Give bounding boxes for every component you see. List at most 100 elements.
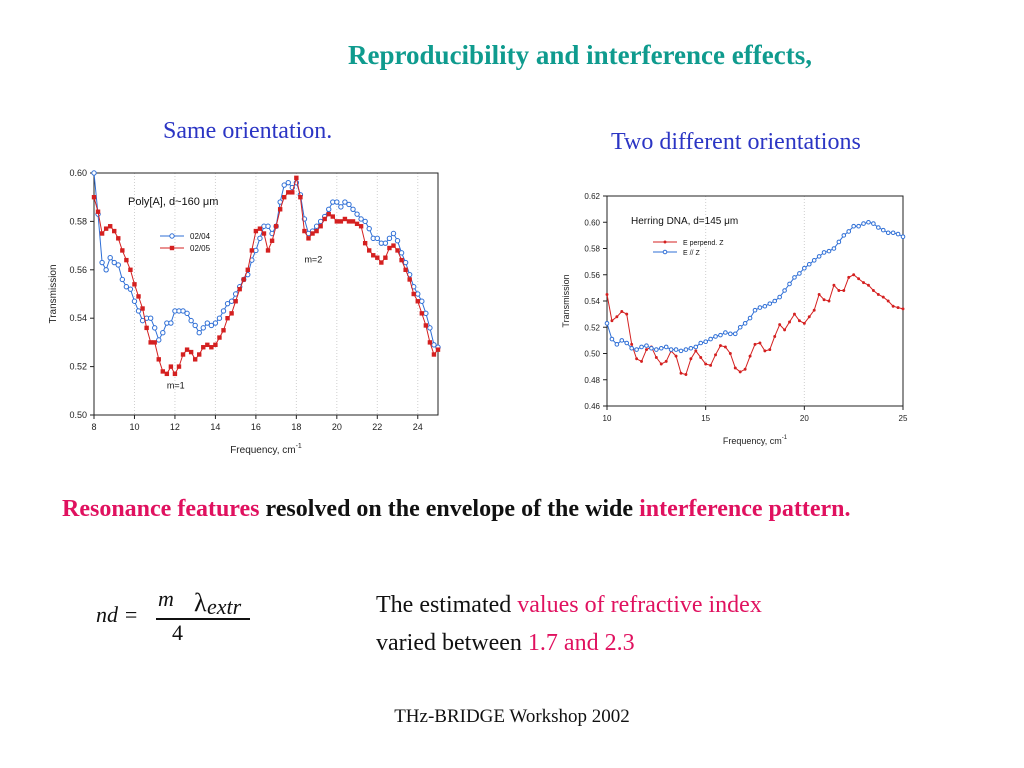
y-tick-label: 0.48	[584, 376, 600, 385]
data-point	[733, 366, 737, 370]
note-line1-text: The estimated	[376, 592, 518, 618]
data-point	[131, 298, 138, 304]
data-point	[419, 311, 425, 316]
data-point	[95, 209, 101, 214]
x-tick-label: 25	[899, 414, 908, 423]
data-point	[282, 195, 287, 200]
data-point	[253, 228, 259, 234]
data-point	[112, 228, 117, 234]
data-point	[326, 206, 332, 212]
y-tick-label: 0.62	[584, 192, 600, 201]
data-point	[673, 347, 679, 352]
y-tick-label: 0.54	[69, 313, 87, 323]
data-point	[358, 224, 364, 229]
data-point	[338, 204, 344, 210]
y-tick-label: 0.52	[69, 362, 87, 372]
data-point	[663, 344, 669, 350]
data-point	[204, 320, 211, 326]
data-point	[768, 348, 772, 352]
data-point	[192, 357, 198, 362]
data-point	[160, 330, 166, 336]
x-tick-label: 18	[291, 422, 301, 432]
data-point	[286, 190, 291, 195]
data-point	[783, 328, 787, 332]
note-line2-text: varied between	[376, 630, 528, 656]
legend-marker	[662, 249, 668, 255]
data-point	[694, 349, 698, 353]
data-point	[752, 307, 758, 313]
annotation-label: m=1	[167, 380, 185, 390]
data-point	[427, 340, 433, 345]
data-point	[386, 235, 393, 242]
data-point	[704, 362, 708, 366]
data-point	[891, 304, 895, 308]
data-point	[649, 345, 654, 351]
data-point	[217, 335, 222, 340]
data-point	[635, 357, 639, 361]
data-point	[334, 219, 340, 224]
data-point	[811, 258, 817, 263]
data-point	[346, 201, 352, 208]
legend-label: 02/05	[190, 244, 211, 253]
data-point	[604, 321, 610, 326]
chart-title: Herring DNA, d=145 μm	[631, 216, 738, 227]
data-point	[688, 345, 694, 351]
data-point	[753, 342, 757, 346]
data-point	[708, 336, 713, 342]
data-point	[342, 216, 348, 222]
data-point	[787, 281, 792, 287]
data-point	[880, 227, 886, 233]
legend-marker	[169, 233, 175, 239]
formula-numerator-m: m	[158, 586, 174, 611]
data-point	[342, 199, 348, 205]
data-point	[856, 223, 861, 229]
data-point	[709, 363, 713, 367]
data-point	[718, 332, 723, 338]
note-line2-highlight: 1.7 and 2.3	[527, 630, 635, 656]
data-point	[827, 299, 831, 303]
data-point	[294, 175, 299, 181]
data-point	[777, 294, 782, 300]
data-point	[168, 364, 174, 369]
data-point	[147, 315, 154, 321]
data-point	[358, 216, 364, 222]
note-line-2: varied between 1.7 and 2.3	[376, 624, 762, 662]
data-point	[99, 259, 105, 266]
data-point	[318, 224, 323, 229]
data-point	[435, 347, 441, 352]
y-axis-label: Transmission	[48, 264, 59, 323]
data-point	[851, 223, 856, 229]
data-point	[900, 234, 906, 239]
formula-lambda: λ	[194, 588, 207, 617]
data-point	[737, 324, 743, 330]
legend-label: E perpend. Z	[683, 240, 724, 247]
data-point	[216, 315, 223, 321]
data-point	[881, 295, 885, 299]
data-point	[257, 226, 263, 231]
data-point	[375, 255, 380, 260]
data-point	[346, 219, 352, 224]
data-point	[831, 246, 837, 251]
data-point	[654, 347, 659, 352]
data-point	[411, 291, 416, 297]
data-point	[257, 235, 263, 242]
data-point	[423, 310, 429, 317]
data-point	[116, 236, 121, 241]
data-point	[758, 341, 762, 345]
x-tick-label: 14	[210, 422, 220, 432]
herring-dna-transmission-chart: 10 15 20 25 0.46 0.48 0.50 0.52 0.54 0.56 0.58 0.60…	[561, 192, 908, 446]
data-point	[140, 306, 145, 311]
data-point	[842, 289, 846, 292]
data-point	[136, 294, 141, 299]
legend-marker	[169, 245, 175, 251]
data-point	[184, 310, 190, 317]
data-point	[398, 250, 405, 256]
data-point	[220, 308, 227, 314]
data-point	[281, 182, 287, 188]
data-point	[168, 320, 174, 326]
series-e-perpend-z	[605, 273, 905, 376]
y-tick-label: 0.60	[584, 218, 600, 227]
data-point	[402, 259, 409, 266]
data-point	[743, 367, 747, 371]
x-tick-label: 10	[129, 422, 139, 432]
